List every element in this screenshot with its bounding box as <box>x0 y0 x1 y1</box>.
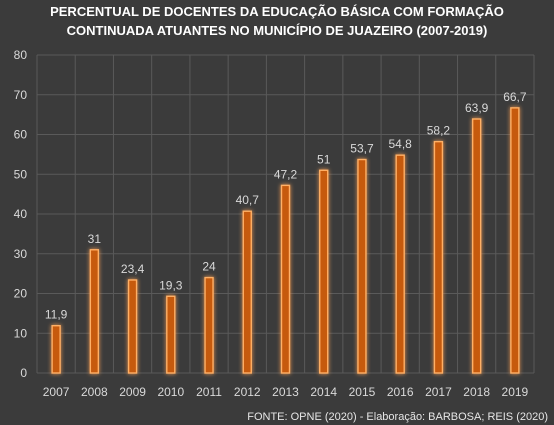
source-note: FONTE: OPNE (2020) - Elaboração: BARBOSA… <box>247 411 548 423</box>
bar-layer <box>51 107 520 374</box>
data-label: 54,8 <box>389 137 413 151</box>
x-tick-label: 2011 <box>196 385 222 399</box>
x-tick-label: 2010 <box>157 385 184 399</box>
x-tick-label: 2012 <box>234 385 261 399</box>
y-tick-label: 50 <box>14 167 28 181</box>
y-tick-label: 0 <box>20 366 27 380</box>
x-tick-label: 2007 <box>43 385 70 399</box>
bar-2017 <box>433 140 444 374</box>
x-tick-label: 2013 <box>272 385 299 399</box>
x-tick-label: 2017 <box>425 385 452 399</box>
data-label: 19,3 <box>159 278 183 292</box>
bar-2008 <box>89 249 100 374</box>
x-tick-label: 2016 <box>387 385 414 399</box>
bar-2015 <box>357 158 367 374</box>
data-label: 24 <box>202 260 216 274</box>
bar-2016 <box>395 154 405 374</box>
label-layer: 11,9 31 23,4 19,3 24 40,7 47,2 51 53,7 54,8 58,2 63… <box>45 90 527 322</box>
bar-2007 <box>51 324 61 374</box>
y-tick-label: 40 <box>14 207 28 221</box>
bar-2018 <box>471 118 482 374</box>
data-label: 51 <box>317 152 331 166</box>
y-tick-label: 70 <box>14 88 28 102</box>
data-label: 23,4 <box>121 262 145 276</box>
data-label: 31 <box>88 232 102 246</box>
bar-2011 <box>204 276 214 374</box>
x-tick-label: 2015 <box>349 385 376 399</box>
data-label: 11,9 <box>45 308 68 322</box>
data-label: 63,9 <box>465 101 489 115</box>
x-tick-label: 2018 <box>463 385 490 399</box>
x-tick-label: 2009 <box>119 385 146 399</box>
x-tick-label: 2019 <box>502 385 529 399</box>
bar-2014 <box>319 169 329 374</box>
chart-title-line-2: CONTINUADA ATUANTES NO MUNICÍPIO DE JUAZ… <box>66 23 488 38</box>
data-label: 40,7 <box>236 193 260 207</box>
axis-layer: 0 10 20 30 40 50 60 70 80 2007 2008 2009 2010 2011 201… <box>14 48 529 399</box>
chart-title: PERCENTUAL DE DOCENTES DA EDUCAÇÃO BÁSIC… <box>0 2 554 40</box>
data-label: 47,2 <box>274 167 298 181</box>
x-tick-label: 2008 <box>81 385 108 399</box>
y-tick-label: 30 <box>14 247 28 261</box>
y-tick-label: 10 <box>14 326 28 340</box>
bar-2012 <box>242 210 252 374</box>
bar-2009 <box>127 279 138 374</box>
bar-2013 <box>280 184 291 374</box>
y-tick-label: 60 <box>14 128 28 142</box>
grid-layer <box>36 54 535 374</box>
bar-2019 <box>510 107 520 374</box>
data-label: 66,7 <box>503 90 527 104</box>
y-tick-label: 80 <box>14 48 28 62</box>
chart-title-line-1: PERCENTUAL DE DOCENTES DA EDUCAÇÃO BÁSIC… <box>50 4 504 19</box>
bar-2010 <box>166 295 176 374</box>
data-label: 58,2 <box>427 124 451 138</box>
y-tick-label: 20 <box>14 287 28 301</box>
x-tick-label: 2014 <box>310 385 337 399</box>
data-label: 53,7 <box>350 142 374 156</box>
